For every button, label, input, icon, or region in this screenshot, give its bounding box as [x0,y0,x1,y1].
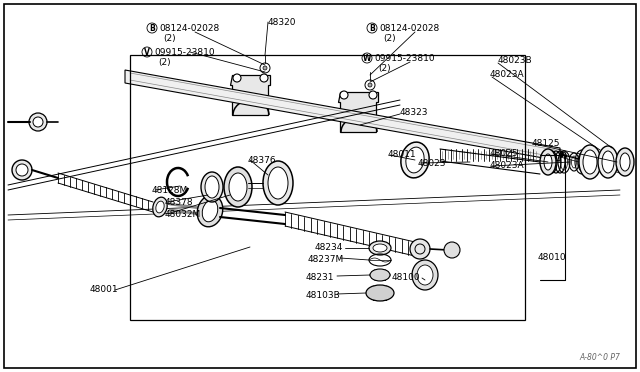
Ellipse shape [268,167,288,199]
Circle shape [365,80,375,90]
Text: 48103B: 48103B [306,291,340,299]
Circle shape [362,53,372,63]
Circle shape [263,66,267,70]
Text: 48023: 48023 [418,158,447,167]
Ellipse shape [370,269,390,281]
Text: 48128M: 48128M [152,186,188,195]
Text: (2): (2) [163,33,175,42]
Circle shape [368,83,372,87]
Ellipse shape [153,197,167,217]
Text: W: W [363,54,371,62]
Circle shape [444,242,460,258]
Circle shape [233,74,241,82]
Text: (2): (2) [158,58,171,67]
Ellipse shape [412,260,438,290]
Circle shape [16,164,28,176]
Ellipse shape [544,154,552,170]
Text: 08124-02028: 08124-02028 [379,23,439,32]
Text: 48237M: 48237M [308,254,344,263]
Circle shape [142,47,152,57]
Text: 48323: 48323 [400,108,429,116]
Circle shape [340,91,348,99]
Ellipse shape [229,173,247,201]
Text: V: V [144,48,150,57]
Text: 08124-02028: 08124-02028 [159,23,220,32]
Text: 48231: 48231 [306,273,335,282]
Ellipse shape [583,150,597,174]
Ellipse shape [620,153,630,171]
Text: 48011: 48011 [388,150,417,158]
Text: 48100: 48100 [392,273,420,282]
Ellipse shape [540,149,556,175]
Bar [130,55,525,320]
Text: 48025: 48025 [490,148,518,157]
Text: (2): (2) [383,33,396,42]
Text: B: B [149,23,155,32]
Ellipse shape [373,244,387,252]
Circle shape [260,74,268,82]
Ellipse shape [602,151,614,173]
Circle shape [369,91,377,99]
Circle shape [12,160,32,180]
Text: A-80^0 P7: A-80^0 P7 [579,353,620,362]
Text: 48376: 48376 [248,155,276,164]
Text: 09915-23810: 09915-23810 [374,54,435,62]
Text: 48010: 48010 [538,253,566,262]
Ellipse shape [197,195,223,227]
Circle shape [33,117,43,127]
Polygon shape [125,70,560,161]
Circle shape [147,23,157,33]
Ellipse shape [417,265,433,285]
Text: 48378: 48378 [165,198,194,206]
Text: 48320: 48320 [268,17,296,26]
Ellipse shape [406,147,424,173]
Ellipse shape [401,142,429,178]
Text: B: B [369,23,375,32]
Text: 48023A: 48023A [490,160,525,170]
Text: 48234: 48234 [315,243,344,251]
Text: 48023B: 48023B [498,55,532,64]
Ellipse shape [598,146,618,178]
Text: 48125: 48125 [532,138,561,148]
Polygon shape [338,92,378,132]
Text: 48023A: 48023A [490,70,525,78]
Text: (2): (2) [378,64,390,73]
Circle shape [29,113,47,131]
Ellipse shape [579,145,601,179]
Text: 48001: 48001 [90,285,118,295]
Ellipse shape [366,285,394,301]
Ellipse shape [202,200,218,222]
Ellipse shape [205,176,219,198]
Ellipse shape [369,241,391,255]
Circle shape [367,23,377,33]
Ellipse shape [224,167,252,207]
Polygon shape [230,75,270,115]
Ellipse shape [263,161,293,205]
Circle shape [260,63,270,73]
Text: 48032M: 48032M [165,209,201,218]
Ellipse shape [616,148,634,176]
Ellipse shape [156,201,164,213]
Circle shape [410,239,430,259]
Ellipse shape [201,172,223,202]
Text: 09915-23810: 09915-23810 [154,48,214,57]
